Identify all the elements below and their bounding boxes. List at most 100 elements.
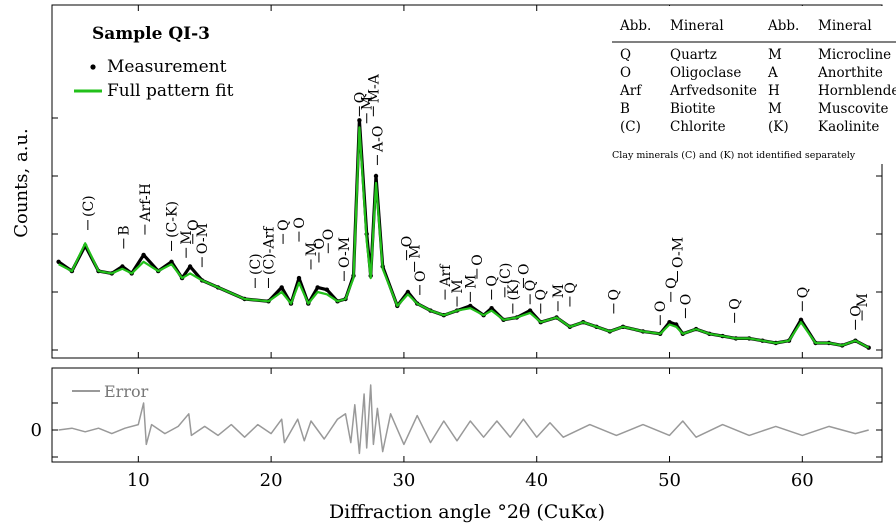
fit-line [58,126,870,349]
peak-label: (C) [248,253,264,275]
table-cell: O [620,65,631,81]
measurement-point [279,285,284,290]
peak-label: O [321,229,337,240]
measurement-point [527,308,533,313]
legend-fit-label: Full pattern fit [107,81,234,101]
table-cell: (C) [620,119,641,135]
table-cell: Hornblende [818,83,896,99]
chart-title: Sample QI-3 [92,24,210,44]
table-header-mineral-2: Mineral [818,18,872,34]
x-tick-label: 40 [525,470,548,491]
x-axis-label: Diffraction angle °2θ (CuKα) [329,501,605,523]
measurement-point [798,317,804,322]
measurement-point [667,320,672,325]
measurement-point [141,252,146,258]
peak-label: Q [485,275,501,286]
mineral-table: Abb. Mineral Abb. Mineral Q Quartz M Microc… [597,6,896,164]
table-footnote: Clay minerals (C) and (K) not identified… [612,150,856,161]
x-tick-label: 60 [791,470,814,491]
table-cell: Q [620,47,631,63]
peak-label: Arf-H [138,183,154,222]
error-plot-frame [51,367,883,463]
table-header-abb-2: Abb. [767,18,799,34]
peak-label: M [463,275,479,289]
peak-label: (C) [81,195,97,217]
peak-label: M [304,242,320,256]
peak-label: M [408,244,424,258]
peak-label: Q [523,280,539,291]
peak-label: (K) [506,279,522,300]
table-cell: Arf [619,83,642,99]
x-tick-labels: 10 20 30 40 50 60 [127,470,814,491]
table-cell: B [620,101,630,117]
peak-label: O [186,219,202,230]
peak-label: Q [728,298,744,309]
x-tick-label: 30 [392,470,415,491]
x-tick-label: 20 [260,470,283,491]
peak-label: O [400,236,416,247]
peak-label: M [855,293,871,307]
table-cell: M [768,47,782,63]
table-cell: Anorthite [817,65,883,81]
peak-label: O [848,305,864,316]
peak-label: O [292,217,308,228]
legend-measurement-marker [90,64,96,70]
error-series [58,384,869,455]
measurement-point [56,259,61,264]
measurement-point [296,275,302,281]
peak-label: Q [352,92,368,103]
legend-measurement-label: Measurement [107,57,227,77]
peak-label: (C)-Arf [262,225,278,275]
peak-label: M-A [366,73,382,103]
peak-label: M [450,279,466,293]
table-cell: H [768,83,780,99]
table-header-mineral-1: Mineral [670,18,724,34]
main-series [56,118,871,350]
peak-label: Q [795,287,811,298]
peak-label: M [179,230,195,244]
table-rows: Q Quartz M Microcline O Oligoclase A Anorthite A… [619,47,896,135]
legend: Measurement Full pattern fit [74,57,234,101]
measurement-point [169,259,174,264]
peak-label: B [117,225,133,235]
table-header-abb-1: Abb. [619,18,651,34]
main-plot-frame [51,4,883,359]
peak-label: O-M [195,223,211,254]
peak-label: A-O [370,126,386,153]
peak-label: O-M [671,237,687,268]
table-cell: (K) [768,119,789,135]
peak-label: O [312,238,328,249]
mineral-table-background [597,6,895,164]
error-y-tick-label-0: 0 [31,420,42,441]
peak-label: M [551,284,567,298]
peak-label: Arf [438,263,454,288]
table-cell: M [768,101,782,117]
peak-label: Q [664,277,680,288]
measurement-point [120,264,125,269]
measurement-point [373,173,379,179]
table-cell: Chlorite [670,119,726,135]
peak-label: (C) [498,263,514,285]
table-cell: A [767,65,778,81]
table-cell: Microcline [818,47,891,63]
peak-label: O [679,294,695,305]
measurement-point [315,285,320,290]
peak-label: O [470,254,486,265]
table-cell: Arfvedsonite [669,83,757,99]
legend-error-label: Error [104,382,149,401]
peak-label: Q [534,289,550,300]
peak-label: (C-K) [165,201,181,238]
peak-label: Q [563,282,579,293]
measurement-point [468,303,473,309]
table-cell: Kaolinite [818,119,879,135]
peak-label: Q [607,289,623,300]
table-cell: Muscovite [818,101,889,117]
peak-label: O [413,271,429,282]
measurement-point [405,289,411,295]
error-line [58,384,869,455]
table-cell: Biotite [670,101,716,117]
measurement-point [324,287,330,292]
